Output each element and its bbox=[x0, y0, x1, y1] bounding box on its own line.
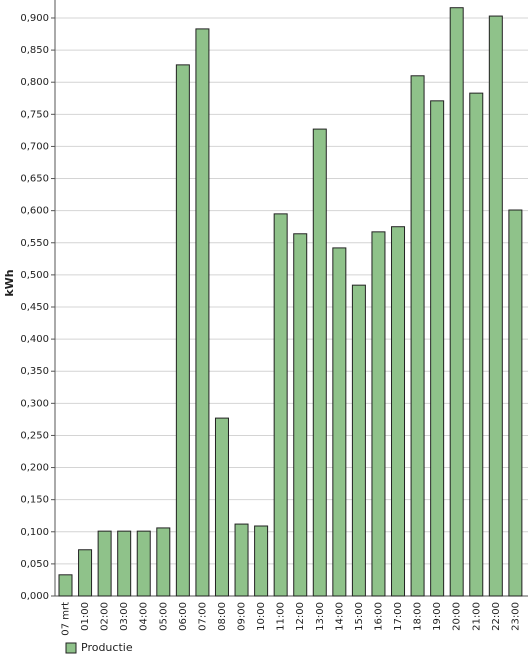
bar bbox=[391, 226, 406, 597]
y-tick-label: 0,250 bbox=[20, 430, 49, 441]
x-tick-label: 02:00 bbox=[100, 602, 111, 631]
bar bbox=[273, 213, 288, 597]
bar bbox=[469, 92, 484, 597]
x-tick-label: 17:00 bbox=[393, 602, 404, 631]
bar bbox=[175, 64, 190, 597]
bar bbox=[371, 231, 386, 597]
bar bbox=[97, 530, 112, 597]
y-tick-label: 0,100 bbox=[20, 527, 49, 538]
x-tick-label: 03:00 bbox=[119, 602, 130, 631]
x-tick-label: 08:00 bbox=[217, 602, 228, 631]
bar bbox=[136, 530, 151, 597]
y-tick-label: 0,850 bbox=[20, 45, 49, 56]
y-axis-label: kWh bbox=[3, 269, 16, 296]
y-tick-label: 0,350 bbox=[20, 366, 49, 377]
bar bbox=[449, 7, 464, 597]
bar bbox=[410, 75, 425, 597]
bar bbox=[351, 284, 366, 597]
bar bbox=[156, 527, 171, 597]
y-tick-label: 0,550 bbox=[20, 238, 49, 249]
y-tick-label: 0,900 bbox=[20, 13, 49, 24]
y-tick-label: 0,700 bbox=[20, 141, 49, 152]
x-tick-label: 13:00 bbox=[315, 602, 326, 631]
x-tick-label: 18:00 bbox=[413, 602, 424, 631]
x-tick-label: 16:00 bbox=[373, 602, 384, 631]
bar bbox=[293, 233, 308, 597]
x-tick-label: 05:00 bbox=[158, 602, 169, 631]
bar bbox=[58, 574, 73, 597]
x-tick-label: 20:00 bbox=[452, 602, 463, 631]
y-tick-label: 0,000 bbox=[20, 591, 49, 602]
x-tick-label: 12:00 bbox=[295, 602, 306, 631]
x-tick-label: 14:00 bbox=[334, 602, 345, 631]
bar bbox=[312, 128, 327, 597]
x-tick-label: 01:00 bbox=[80, 602, 91, 631]
bar bbox=[214, 417, 229, 597]
bar bbox=[488, 15, 503, 597]
y-tick-label: 0,300 bbox=[20, 398, 49, 409]
x-tick-label: 21:00 bbox=[471, 602, 482, 631]
bar bbox=[78, 549, 93, 597]
x-tick-label: 11:00 bbox=[276, 602, 287, 631]
x-tick-label: 07:00 bbox=[197, 602, 208, 631]
y-tick-label: 0,150 bbox=[20, 495, 49, 506]
bar bbox=[195, 28, 210, 597]
x-tick-label: 06:00 bbox=[178, 602, 189, 631]
bar bbox=[254, 525, 269, 597]
legend-swatch bbox=[65, 642, 77, 654]
y-tick-label: 0,600 bbox=[20, 206, 49, 217]
y-tick-label: 0,200 bbox=[20, 463, 49, 474]
x-tick-label: 15:00 bbox=[354, 602, 365, 631]
y-tick-label: 0,750 bbox=[20, 109, 49, 120]
x-tick-label: 10:00 bbox=[256, 602, 267, 631]
y-tick-label: 0,050 bbox=[20, 559, 49, 570]
legend-label: Productie bbox=[81, 641, 133, 654]
y-tick-label: 0,400 bbox=[20, 334, 49, 345]
y-tick-label: 0,450 bbox=[20, 302, 49, 313]
x-tick-label: 23:00 bbox=[510, 602, 521, 631]
y-tick-label: 0,500 bbox=[20, 270, 49, 281]
x-tick-label: 04:00 bbox=[139, 602, 150, 631]
x-tick-label: 22:00 bbox=[491, 602, 502, 631]
bar bbox=[332, 247, 347, 597]
y-tick-label: 0,650 bbox=[20, 174, 49, 185]
bar bbox=[117, 530, 132, 597]
x-tick-label: 07 mrt bbox=[61, 602, 72, 636]
bar bbox=[430, 100, 445, 597]
x-tick-label: 09:00 bbox=[237, 602, 248, 631]
bar bbox=[234, 523, 249, 597]
x-tick-label: 19:00 bbox=[432, 602, 443, 631]
bar bbox=[508, 209, 523, 597]
y-tick-label: 0,800 bbox=[20, 77, 49, 88]
